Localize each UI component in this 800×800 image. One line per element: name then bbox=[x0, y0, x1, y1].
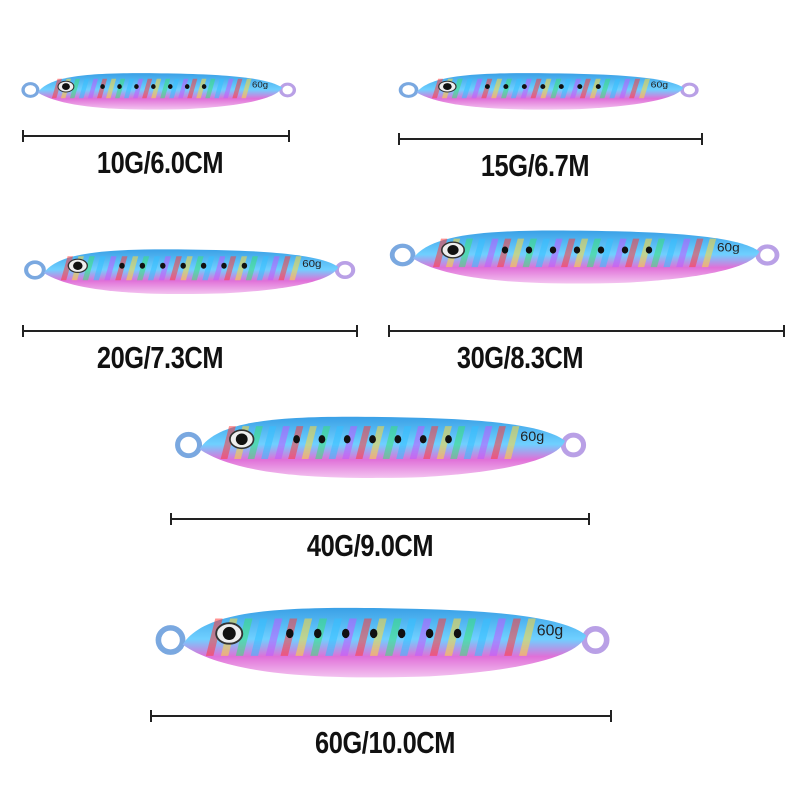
size-label: 15G/6.7M bbox=[480, 148, 590, 183]
size-label: 30G/8.3CM bbox=[456, 340, 584, 375]
lure-image: 60g bbox=[395, 68, 703, 112]
svg-text:60g: 60g bbox=[537, 622, 563, 639]
length-ruler bbox=[388, 325, 785, 337]
size-label: 60G/10.0CM bbox=[314, 725, 456, 760]
size-label: 20G/7.3CM bbox=[96, 340, 224, 375]
lure-image: 60g bbox=[385, 223, 785, 287]
length-ruler bbox=[22, 325, 358, 337]
lure-image: 60g bbox=[18, 68, 300, 112]
size-label: 10G/6.0CM bbox=[96, 145, 224, 180]
svg-text:60g: 60g bbox=[520, 429, 544, 445]
svg-text:60g: 60g bbox=[252, 80, 268, 89]
lure-image: 60g bbox=[170, 408, 592, 482]
length-ruler bbox=[22, 130, 290, 142]
svg-text:60g: 60g bbox=[651, 81, 668, 91]
svg-text:60g: 60g bbox=[302, 259, 321, 270]
length-ruler bbox=[150, 710, 612, 722]
lure-image: 60g bbox=[150, 598, 616, 682]
size-label: 40G/9.0CM bbox=[306, 528, 434, 563]
length-ruler bbox=[398, 133, 703, 145]
length-ruler bbox=[170, 513, 590, 525]
svg-text:60g: 60g bbox=[717, 240, 740, 254]
lure-image: 60g bbox=[20, 243, 360, 297]
